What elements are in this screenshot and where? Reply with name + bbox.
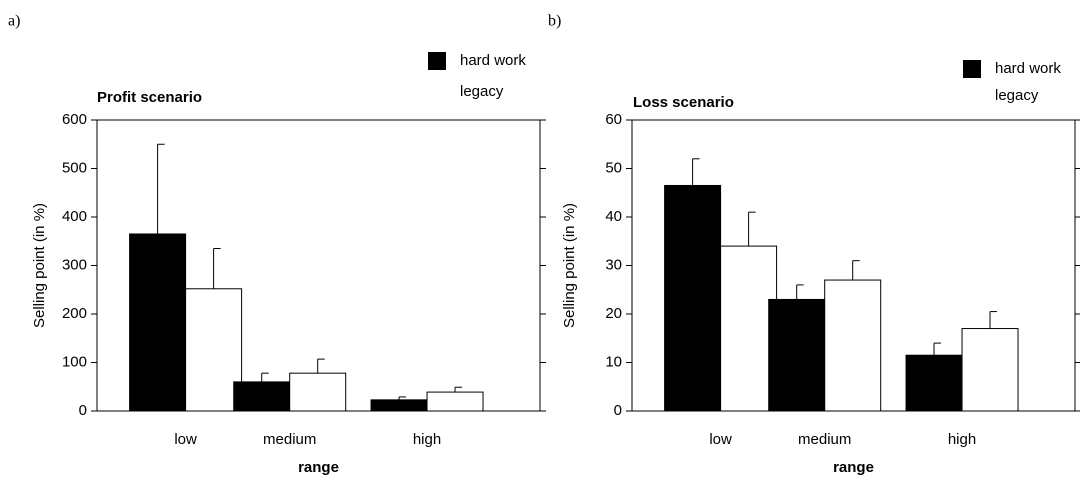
panel-label: a) (8, 13, 20, 30)
y-tick-label: 0 (614, 402, 622, 419)
bar (129, 233, 187, 412)
y-tick-label: 60 (605, 111, 622, 128)
bar (664, 184, 722, 412)
x-tick-label: low (174, 431, 197, 448)
y-tick-label: 400 (62, 208, 87, 225)
y-tick-label: 0 (79, 402, 87, 419)
bar (370, 399, 428, 412)
legend-label: legacy (995, 87, 1039, 104)
bar (426, 391, 484, 412)
legend-label: hard work (995, 60, 1061, 77)
x-axis-label: range (298, 459, 339, 476)
y-tick-label: 300 (62, 256, 87, 273)
bar (289, 372, 347, 412)
bar (961, 328, 1019, 412)
panel-label: b) (548, 13, 561, 30)
legend-swatch (963, 60, 981, 78)
bar (185, 288, 243, 412)
bar (905, 354, 963, 412)
y-axis-label: Selling point (in %) (31, 203, 48, 328)
legend-swatch (428, 52, 446, 70)
y-tick-label: 500 (62, 159, 87, 176)
y-tick-label: 50 (605, 159, 622, 176)
y-tick-label: 10 (605, 353, 622, 370)
x-tick-label: high (413, 431, 441, 448)
bar (720, 245, 778, 412)
y-tick-label: 600 (62, 111, 87, 128)
y-tick-label: 40 (605, 208, 622, 225)
x-tick-label: low (709, 431, 732, 448)
y-axis-label: Selling point (in %) (561, 203, 578, 328)
y-tick-label: 200 (62, 305, 87, 322)
y-tick-label: 20 (605, 305, 622, 322)
x-tick-label: medium (263, 431, 316, 448)
x-axis-label: range (833, 459, 874, 476)
y-tick-label: 30 (605, 256, 622, 273)
bar (768, 298, 826, 412)
chart-title: Loss scenario (633, 94, 734, 111)
legend-label: legacy (460, 83, 504, 100)
y-tick-label: 100 (62, 353, 87, 370)
legend-label: hard work (460, 52, 526, 69)
x-tick-label: high (948, 431, 976, 448)
x-tick-label: medium (798, 431, 851, 448)
chart-title: Profit scenario (97, 89, 202, 106)
bar (233, 381, 291, 412)
bar (824, 279, 882, 412)
